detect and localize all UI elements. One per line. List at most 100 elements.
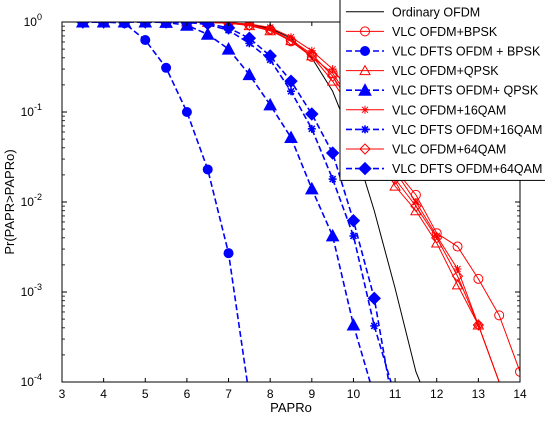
data-point xyxy=(305,49,318,61)
data-point xyxy=(264,23,276,35)
legend-entry: Ordinary OFDM xyxy=(346,5,480,19)
legend-label: VLC OFDM+QPSK xyxy=(392,64,499,78)
legend-entry: VLC OFDM+BPSK xyxy=(346,25,498,39)
data-point xyxy=(305,107,319,121)
legend-marker xyxy=(361,125,369,134)
legend-entry: VLC DFTS OFDM+ QPSK xyxy=(346,83,539,98)
data-point xyxy=(284,130,298,144)
data-point xyxy=(410,200,422,212)
y-axis-label: Pr(PAPR>PAPRo) xyxy=(2,149,17,254)
y-tick-label: 10-4 xyxy=(21,372,42,389)
legend-marker xyxy=(360,46,370,56)
data-point xyxy=(223,248,234,259)
data-point xyxy=(304,181,319,195)
legend-entry: VLC DFTS OFDM + BPSK xyxy=(346,45,541,59)
legend: Ordinary OFDM VLC OFDM+BPSK VLC DFTS OFDM … xyxy=(339,0,545,181)
data-point xyxy=(451,270,464,282)
legend-marker xyxy=(361,105,369,114)
data-point xyxy=(76,22,90,29)
data-point xyxy=(346,317,361,331)
y-tick-label: 10-1 xyxy=(21,102,42,119)
x-tick-label: 6 xyxy=(184,387,191,401)
data-point xyxy=(367,291,381,306)
data-point xyxy=(266,23,275,32)
legend-entry: VLC OFDM+QPSK xyxy=(346,64,499,78)
legend-entry: VLC DFTS OFDM+16QAM xyxy=(346,123,542,137)
data-point xyxy=(245,22,254,29)
data-point xyxy=(431,232,443,244)
legend-label: VLC DFTS OFDM+64QAM xyxy=(392,162,542,176)
data-point xyxy=(389,180,401,191)
data-point xyxy=(287,33,295,42)
y-tick-label: 10-3 xyxy=(21,282,42,299)
legend-label: VLC OFDM+16QAM xyxy=(392,103,506,117)
series-line xyxy=(82,22,390,382)
data-point xyxy=(432,231,441,240)
data-point xyxy=(307,124,316,133)
series-line xyxy=(82,22,520,372)
x-tick-label: 12 xyxy=(430,387,444,401)
legend-marker xyxy=(358,161,372,176)
data-point xyxy=(200,27,215,40)
data-point xyxy=(451,278,464,290)
data-point xyxy=(201,22,215,31)
data-point xyxy=(473,273,484,284)
legend-label: Ordinary OFDM xyxy=(392,5,480,19)
data-point xyxy=(161,62,172,73)
data-point xyxy=(242,67,257,81)
legend-entry: VLC OFDM+16QAM xyxy=(346,103,506,117)
x-tick-label: 7 xyxy=(225,387,232,401)
data-point xyxy=(242,31,257,45)
legend-label: VLC DFTS OFDM + BPSK xyxy=(392,45,541,59)
data-point xyxy=(328,175,337,184)
data-point xyxy=(349,231,358,240)
legend-marker xyxy=(358,83,372,96)
data-point xyxy=(328,65,337,74)
data-point xyxy=(307,46,316,55)
data-point xyxy=(221,42,236,55)
data-point xyxy=(325,228,340,242)
data-point xyxy=(159,22,173,29)
x-axis-label: PAPRo xyxy=(270,400,312,415)
y-tick-label: 100 xyxy=(24,12,42,29)
data-point xyxy=(221,22,236,35)
data-point xyxy=(326,70,339,82)
data-point xyxy=(453,265,462,274)
x-tick-label: 8 xyxy=(267,387,274,401)
x-tick-label: 13 xyxy=(472,387,486,401)
data-point xyxy=(263,49,277,63)
data-point xyxy=(284,74,298,88)
data-point xyxy=(285,34,297,46)
series-line xyxy=(82,22,500,382)
legend-marker xyxy=(359,143,371,155)
legend-marker xyxy=(359,64,371,76)
x-tick-label: 11 xyxy=(389,387,402,401)
data-point xyxy=(515,366,520,377)
data-point xyxy=(243,22,256,31)
data-point xyxy=(346,213,361,228)
data-point xyxy=(306,48,318,60)
data-point xyxy=(472,319,485,331)
data-point xyxy=(263,97,278,111)
legend-label: VLC OFDM+BPSK xyxy=(392,25,498,39)
data-point xyxy=(117,22,132,29)
y-tick-label: 10-2 xyxy=(21,192,42,209)
series-line xyxy=(82,22,392,382)
x-tick-label: 4 xyxy=(100,387,107,401)
legend-entry: VLC DFTS OFDM+64QAM xyxy=(346,161,542,176)
data-point xyxy=(325,146,340,160)
x-tick-label: 3 xyxy=(59,387,66,401)
legend-marker xyxy=(360,26,370,37)
x-tick-label: 5 xyxy=(142,387,149,401)
legend-label: VLC DFTS OFDM+16QAM xyxy=(392,123,542,137)
data-point xyxy=(181,107,192,117)
legend-entry: VLC OFDM+64QAM xyxy=(346,143,506,157)
data-point xyxy=(494,310,505,321)
data-point xyxy=(287,87,295,96)
legend-label: VLC DFTS OFDM+ QPSK xyxy=(392,84,539,98)
x-tick-label: 14 xyxy=(513,387,527,401)
x-tick-label: 10 xyxy=(347,387,361,401)
data-point xyxy=(140,35,151,46)
data-point xyxy=(452,241,463,252)
